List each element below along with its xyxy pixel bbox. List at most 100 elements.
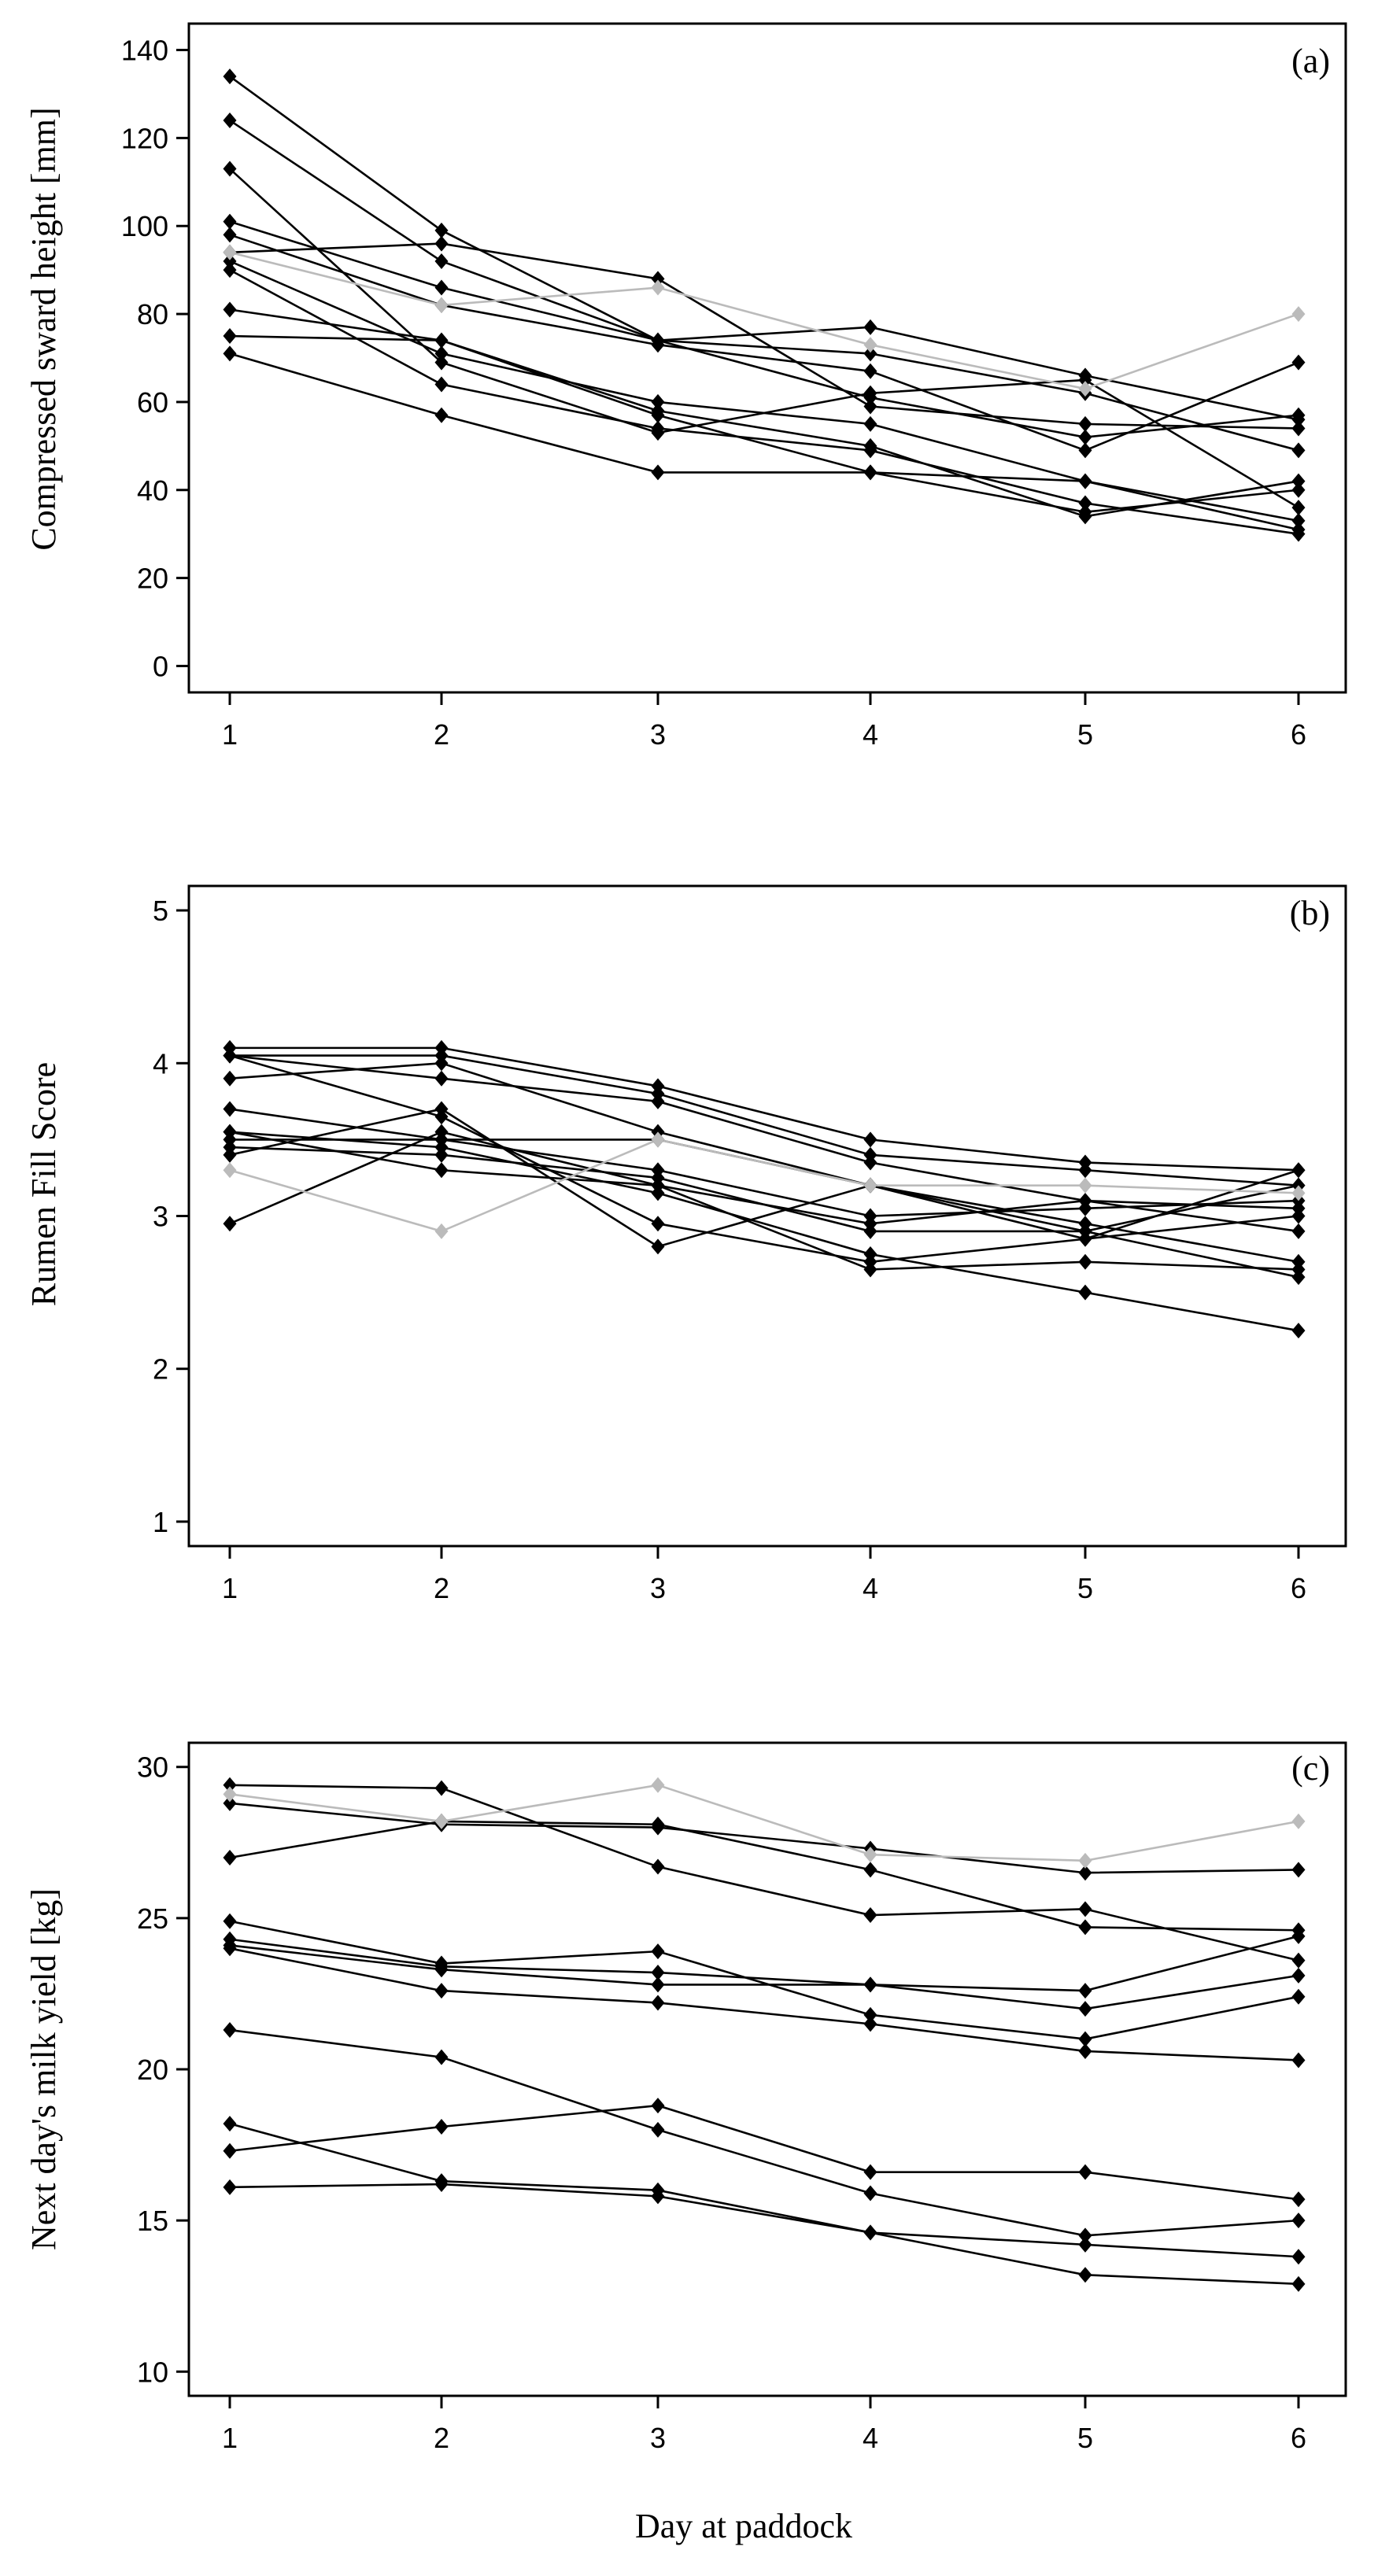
- data-point-c6-day-4: [863, 1976, 877, 1993]
- y-tick-label: 100: [121, 210, 168, 242]
- data-point-b5-day-6: [1291, 1208, 1306, 1224]
- data-point-c4-day-1: [223, 1913, 237, 1929]
- y-tick-label: 4: [153, 1047, 168, 1079]
- data-point-a12-day-6: [1291, 306, 1306, 323]
- data-point-a7-day-4: [863, 415, 877, 432]
- series-line-a9: [229, 308, 1299, 514]
- data-point-c10-day-3: [651, 2098, 665, 2114]
- data-point-a11-day-2: [434, 407, 449, 423]
- y-tick-label: 3: [153, 1201, 168, 1233]
- data-point-c6-day-3: [651, 1976, 665, 1993]
- data-point-b12-day-3: [651, 1216, 665, 1232]
- y-axis-title: Compressed sward height [mm]: [24, 107, 63, 550]
- data-point-c3-day-4: [863, 1862, 877, 1878]
- data-point-a8-day-3: [651, 420, 665, 437]
- y-tick-label: 30: [137, 1751, 168, 1784]
- data-point-a8-day-2: [434, 376, 449, 393]
- data-point-c11-day-2: [434, 2176, 449, 2193]
- data-point-c7-day-5: [1078, 2043, 1092, 2059]
- series-line-b12: [229, 1054, 1299, 1264]
- data-point-c2-day-5: [1078, 1865, 1092, 1881]
- data-point-c11-day-6: [1291, 2275, 1306, 2292]
- data-point-a2-day-1: [223, 113, 237, 129]
- data-point-b13-day-3: [651, 1131, 665, 1148]
- panel-b: Rumen Fill Score (b) 1 2 3 4 5 1 2 3 4 5 6: [24, 884, 1347, 1604]
- data-point-c9-day-1: [223, 2116, 237, 2132]
- data-point-b6-day-2: [434, 1162, 449, 1179]
- data-point-c1-day-6: [1291, 1952, 1306, 1969]
- plot-frame: [187, 1741, 1347, 2397]
- x-tick-label: 5: [1077, 1572, 1093, 1604]
- data-point-c4-day-5: [1078, 2031, 1092, 2047]
- data-point-c2-day-6: [1291, 1862, 1306, 1878]
- y-tick-label: 20: [137, 2054, 168, 2086]
- data-point-a7-day-2: [434, 345, 449, 362]
- data-point-a7-day-3: [651, 393, 665, 410]
- data-point-c7-day-1: [223, 1940, 237, 1957]
- data-point-a5-day-5: [1078, 442, 1092, 459]
- data-point-c5-day-3: [651, 1965, 665, 1981]
- y-tick-label: 120: [121, 122, 168, 154]
- y-tick-label: 1: [153, 1506, 168, 1538]
- data-point-a11-day-1: [223, 345, 237, 362]
- data-point-a4-day-2: [434, 279, 449, 296]
- y-tick-label: 80: [137, 298, 168, 330]
- series-line-c7: [229, 1947, 1299, 2061]
- data-point-b11-day-2: [434, 1124, 449, 1140]
- data-point-a10-day-2: [434, 332, 449, 349]
- data-point-a5-day-1: [223, 227, 237, 243]
- data-point-b3-day-2: [434, 1070, 449, 1087]
- x-tick-label: 1: [222, 1572, 238, 1604]
- data-point-b11-day-5: [1078, 1253, 1092, 1270]
- data-point-b9-day-5: [1078, 1216, 1092, 1232]
- data-point-c8-day-3: [651, 2121, 665, 2138]
- data-point-c12-day-6: [1291, 1813, 1306, 1829]
- data-point-a9-day-1: [223, 301, 237, 318]
- data-point-a3-day-4: [863, 385, 877, 401]
- x-tick-label: 3: [650, 2422, 666, 2454]
- x-tick-label: 2: [434, 718, 449, 751]
- data-point-c4-day-4: [863, 2006, 877, 2023]
- x-tick-label: 5: [1077, 2422, 1093, 2454]
- data-point-c1-day-5: [1078, 1901, 1092, 1917]
- series-line-a3: [229, 168, 1299, 509]
- data-point-c8-day-6: [1291, 2212, 1306, 2229]
- series-line-c2: [229, 1802, 1299, 1874]
- data-point-c11-day-4: [863, 2224, 877, 2241]
- data-point-b10-day-2: [434, 1139, 449, 1156]
- data-point-a1-day-1: [223, 68, 237, 85]
- data-point-a5-day-4: [863, 363, 877, 379]
- data-point-b3-day-3: [651, 1093, 665, 1109]
- data-point-c7-day-3: [651, 1995, 665, 2011]
- series-line-b11: [229, 1131, 1299, 1271]
- data-point-a2-day-6: [1291, 407, 1306, 423]
- data-point-b7-day-5: [1078, 1200, 1092, 1216]
- data-point-b10-day-1: [223, 1124, 237, 1140]
- data-point-c3-day-3: [651, 1816, 665, 1832]
- series-line-a2: [229, 119, 1299, 438]
- data-point-a6-day-4: [863, 398, 877, 415]
- x-tick-label: 1: [222, 2422, 238, 2454]
- data-point-b10-day-6: [1291, 1323, 1306, 1339]
- data-point-a11-day-6: [1291, 512, 1306, 529]
- data-point-a10-day-3: [651, 403, 665, 419]
- data-point-b1-day-4: [863, 1131, 877, 1148]
- x-tick-label: 5: [1077, 718, 1093, 751]
- x-tick-label: 1: [222, 718, 238, 751]
- data-point-a12-day-2: [434, 297, 449, 313]
- data-point-c6-day-2: [434, 1962, 449, 1978]
- data-point-c8-day-2: [434, 2049, 449, 2065]
- data-point-c4-day-3: [651, 1943, 665, 1960]
- data-point-c12-day-4: [863, 1847, 877, 1863]
- data-point-c1-day-3: [651, 1858, 665, 1875]
- series-line-b10: [229, 1131, 1299, 1332]
- x-tick-label: 3: [650, 1572, 666, 1604]
- series-line-b7: [230, 1139, 1299, 1217]
- data-point-a11-day-4: [863, 464, 877, 481]
- data-point-c12-day-3: [651, 1777, 665, 1793]
- data-point-a1-day-2: [434, 222, 449, 238]
- data-point-a4-day-6: [1291, 442, 1306, 459]
- x-axis-title: Day at paddock: [635, 2507, 852, 2545]
- series-line-c9: [229, 2122, 1299, 2258]
- x-tick-label: 6: [1291, 2422, 1306, 2454]
